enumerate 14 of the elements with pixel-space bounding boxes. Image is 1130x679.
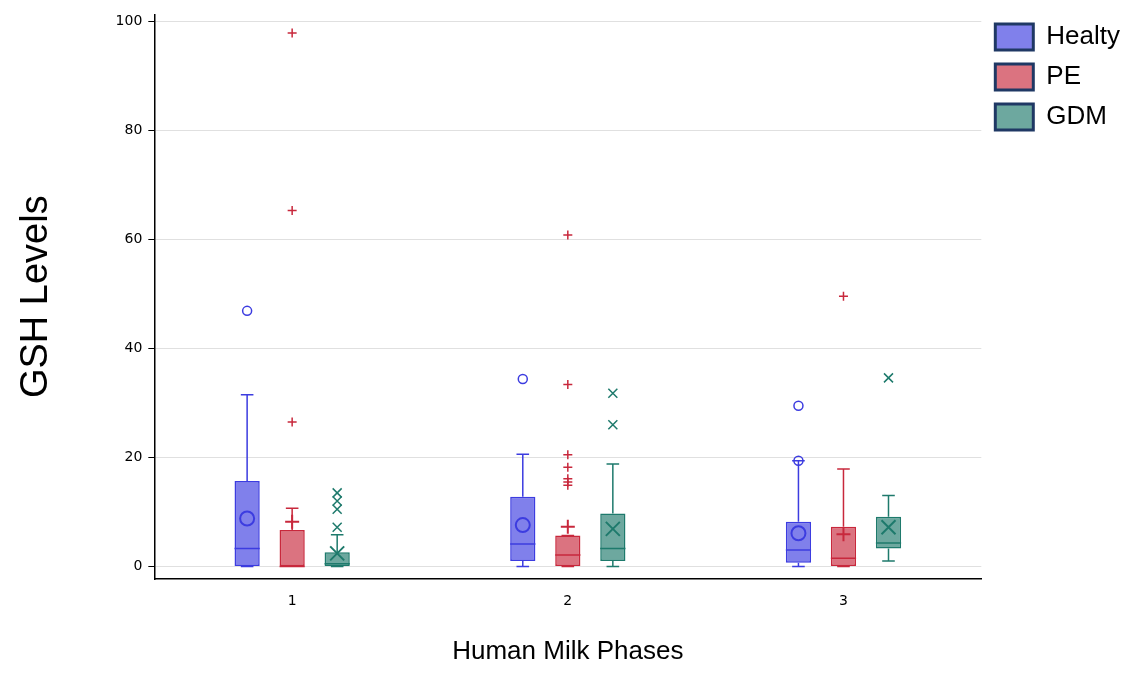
legend-label: Healty — [1046, 20, 1121, 51]
x-tick-label: 2 — [563, 592, 573, 609]
x-tick-label: 3 — [839, 592, 848, 609]
legend-label: GDM — [1046, 100, 1107, 131]
y-tick-label: 100 — [115, 12, 143, 29]
x-axis-title: Human Milk Phases — [452, 634, 684, 665]
y-tick-label: 40 — [124, 339, 143, 356]
x-tick-label: 1 — [287, 592, 297, 609]
y-axis-title: GSH Levels — [13, 195, 56, 399]
legend-label: PE — [1046, 60, 1081, 91]
y-tick-label: 0 — [133, 557, 143, 574]
y-tick-label: 60 — [124, 230, 143, 247]
y-tick-label: 80 — [124, 121, 143, 138]
y-tick-label: 20 — [124, 448, 143, 465]
